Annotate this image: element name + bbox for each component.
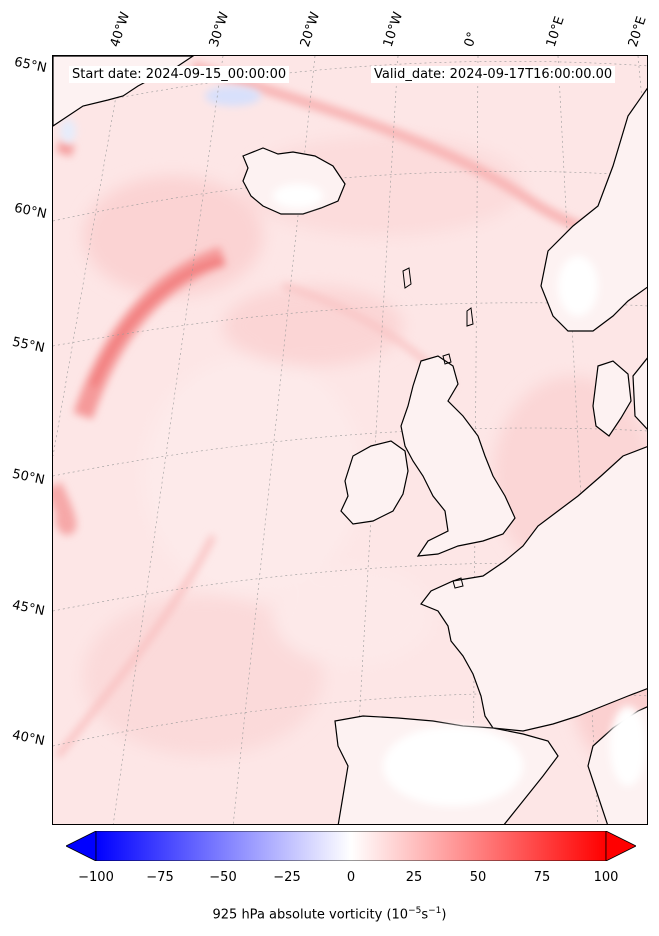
colorbar-label-end: ) — [441, 907, 447, 923]
colorbar-min-extend — [66, 831, 97, 861]
colorbar-tick: 50 — [469, 870, 487, 885]
lon-label-30w: 30°W — [206, 10, 233, 49]
colorbar-tick: 100 — [593, 870, 619, 885]
colorbar-label-exp2: −1 — [428, 906, 442, 916]
start-date-label: Start date: 2024-09-15_00:00:00 — [69, 66, 290, 83]
lon-label-20w: 20°W — [297, 10, 324, 49]
lat-label-65n: 65°N — [12, 54, 48, 77]
small-islands — [402, 267, 474, 589]
land-masses — [53, 56, 647, 824]
colorbar — [66, 831, 636, 861]
lat-label-45n: 45°N — [10, 597, 46, 620]
masked-regions — [273, 184, 646, 806]
lon-label-20e: 20°E — [625, 14, 650, 50]
lat-label-55n: 55°N — [10, 334, 46, 357]
colorbar-max-extend — [605, 831, 636, 861]
colorbar-label-main: 925 hPa absolute vorticity (10 — [212, 907, 409, 923]
vorticity-map: Start date: 2024-09-15_00:00:00 Valid_da… — [52, 55, 648, 825]
land-denmark — [592, 360, 632, 437]
lon-label-40w: 40°W — [107, 10, 134, 49]
land-sweden — [632, 357, 647, 430]
lat-label-50n: 50°N — [10, 466, 46, 489]
colorbar-tick: 0 — [346, 870, 356, 885]
colorbar-tick: −100 — [78, 870, 114, 885]
colorbar-tick: −75 — [146, 870, 174, 885]
colorbar-tick: 75 — [533, 870, 551, 885]
colorbar-label-exp1: −5 — [408, 906, 422, 916]
lon-label-10e: 10°E — [543, 14, 568, 50]
colorbar-label-mid: s — [421, 907, 429, 923]
land-continental-europe — [420, 446, 647, 732]
colorbar-gradient — [95, 831, 607, 861]
lon-label-0: 0° — [461, 30, 481, 49]
valid-date-label: Valid_date: 2024-09-17T16:00:00.00 — [371, 66, 616, 83]
colorbar-label: 925 hPa absolute vorticity (10−5s−1) — [0, 906, 659, 922]
lat-label-60n: 60°N — [12, 200, 48, 223]
land-ireland — [340, 440, 409, 525]
lat-label-40n: 40°N — [10, 727, 46, 750]
colorbar-tick: −50 — [209, 870, 237, 885]
colorbar-tick: 25 — [405, 870, 423, 885]
lon-label-10w: 10°W — [380, 10, 407, 49]
land-great-britain — [400, 355, 516, 557]
map-canvas — [53, 56, 647, 824]
colorbar-tick: −25 — [273, 870, 301, 885]
